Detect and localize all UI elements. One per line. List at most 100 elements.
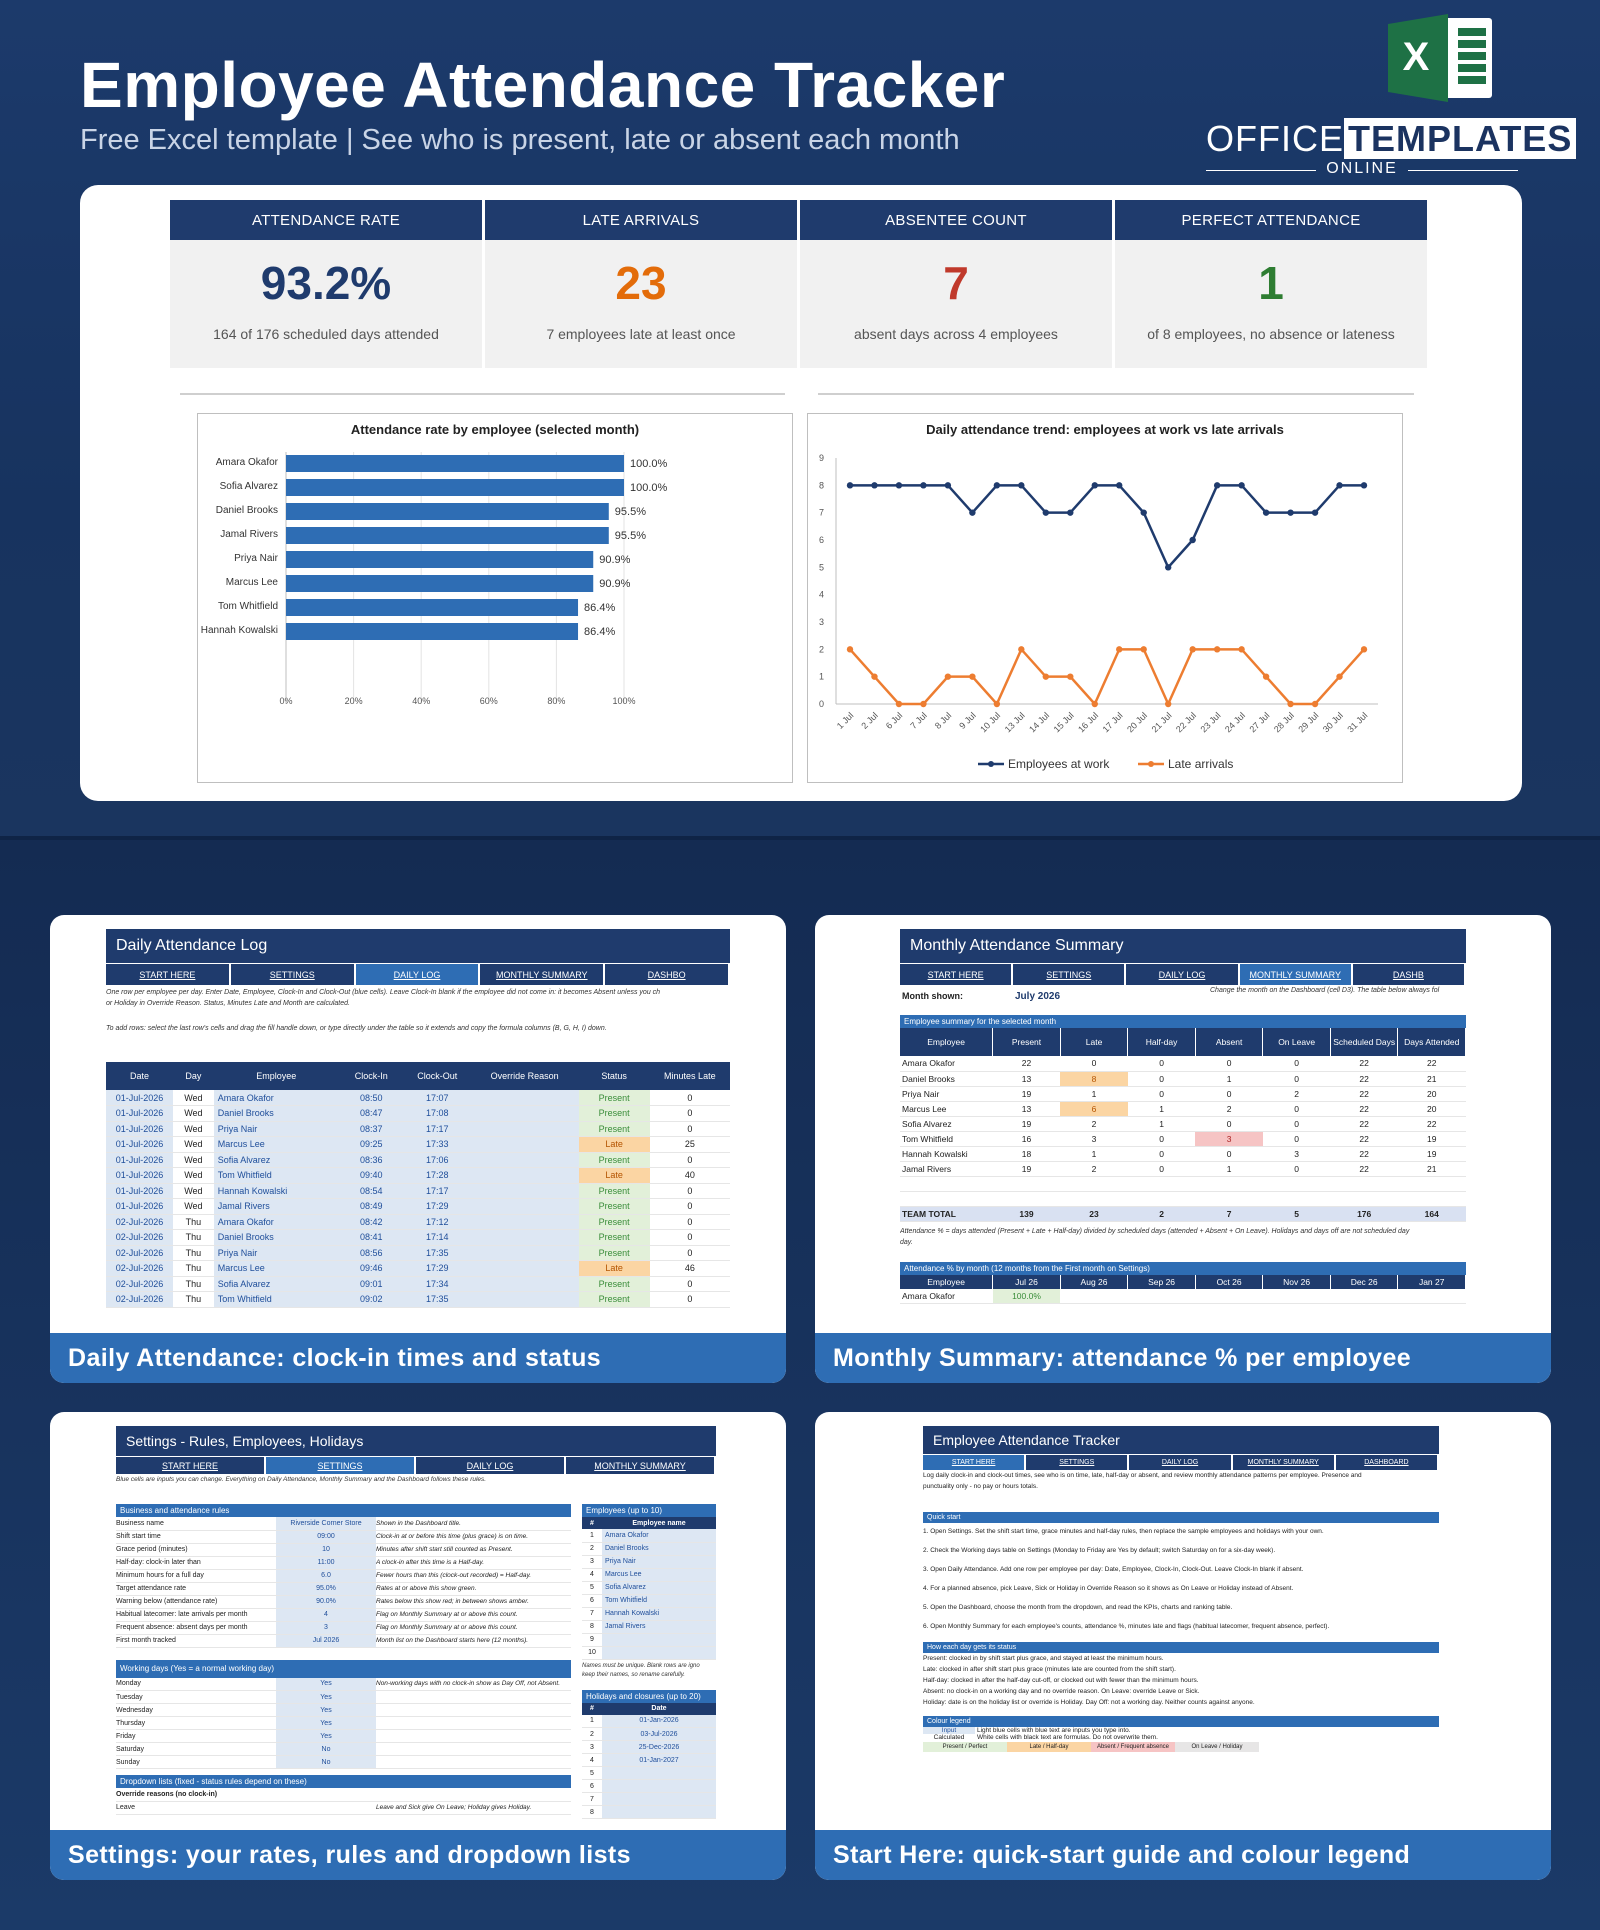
clock-in-cell[interactable]: 09:46 <box>338 1260 404 1277</box>
tab-dashboard[interactable]: DASHBOARD <box>1336 1455 1440 1470</box>
col-header[interactable]: Minutes Late <box>649 1062 730 1090</box>
rule-input[interactable]: 90.0% <box>276 1595 376 1609</box>
clock-out-cell[interactable]: 17:08 <box>403 1105 471 1122</box>
clock-in-cell[interactable]: 08:56 <box>338 1245 404 1261</box>
employee-cell[interactable]: Marcus Lee <box>213 1260 339 1277</box>
employee-name-input[interactable]: Amara Okafor <box>602 1529 716 1543</box>
clock-out-cell[interactable]: 17:17 <box>403 1183 471 1199</box>
clock-in-cell[interactable]: 08:41 <box>338 1229 404 1246</box>
clock-out-cell[interactable]: 17:29 <box>403 1198 471 1215</box>
date-cell[interactable]: 02-Jul-2026 <box>106 1276 174 1292</box>
clock-out-cell[interactable]: 17:06 <box>403 1152 471 1168</box>
tab-daily-log[interactable]: DAILY LOG <box>1129 1455 1233 1470</box>
col-header[interactable]: Day <box>173 1062 214 1090</box>
rule-input[interactable]: 09:00 <box>276 1530 376 1544</box>
clock-in-cell[interactable]: 08:54 <box>338 1183 404 1199</box>
override-cell[interactable] <box>470 1214 579 1230</box>
tab-dashboard[interactable]: DASHBO <box>605 964 730 985</box>
override-cell[interactable] <box>470 1198 579 1215</box>
tab-dashboard[interactable]: DASHB <box>1353 964 1467 985</box>
holiday-date-input[interactable]: 01-Jan-2027 <box>602 1753 716 1767</box>
working-day-input[interactable]: Yes <box>276 1729 376 1743</box>
tab-settings[interactable]: SETTINGS <box>231 964 356 985</box>
tab-settings[interactable]: SETTINGS <box>1013 964 1127 985</box>
override-cell[interactable] <box>470 1090 579 1106</box>
holiday-date-input[interactable] <box>602 1805 716 1819</box>
rule-input[interactable]: 6.0 <box>276 1569 376 1583</box>
clock-out-cell[interactable]: 17:28 <box>403 1167 471 1184</box>
clock-in-cell[interactable]: 08:36 <box>338 1152 404 1168</box>
col-header[interactable]: Override Reason <box>470 1062 579 1090</box>
employee-cell[interactable]: Hannah Kowalski <box>213 1183 339 1199</box>
clock-in-cell[interactable]: 09:02 <box>338 1291 404 1308</box>
clock-out-cell[interactable]: 17:07 <box>403 1090 471 1106</box>
date-cell[interactable]: 02-Jul-2026 <box>106 1214 174 1230</box>
tab-monthly-summary[interactable]: MONTHLY SUMMARY <box>1233 1455 1336 1470</box>
holiday-date-input[interactable] <box>602 1766 716 1780</box>
clock-out-cell[interactable]: 17:12 <box>403 1214 471 1230</box>
override-cell[interactable] <box>470 1229 579 1246</box>
clock-in-cell[interactable]: 08:37 <box>338 1121 404 1137</box>
employee-cell[interactable]: Daniel Brooks <box>213 1229 339 1246</box>
employee-name-input[interactable]: Hannah Kowalski <box>602 1607 716 1621</box>
override-cell[interactable] <box>470 1183 579 1199</box>
date-cell[interactable]: 02-Jul-2026 <box>106 1260 174 1277</box>
col-header[interactable]: Clock-Out <box>403 1062 471 1090</box>
clock-out-cell[interactable]: 17:33 <box>403 1136 471 1153</box>
rule-input[interactable]: 4 <box>276 1608 376 1622</box>
clock-in-cell[interactable]: 08:42 <box>338 1214 404 1230</box>
rule-input[interactable]: 3 <box>276 1621 376 1635</box>
col-header[interactable]: Employee <box>213 1062 339 1090</box>
employee-cell[interactable]: Tom Whitfield <box>213 1291 339 1308</box>
override-cell[interactable] <box>470 1291 579 1308</box>
override-cell[interactable] <box>470 1152 579 1168</box>
month-value[interactable]: July 2026 <box>1015 991 1061 1002</box>
working-day-input[interactable]: Yes <box>276 1690 376 1704</box>
date-cell[interactable]: 02-Jul-2026 <box>106 1245 174 1261</box>
rule-input[interactable]: 95.0% <box>276 1582 376 1596</box>
employee-name-input[interactable]: Daniel Brooks <box>602 1542 716 1556</box>
clock-out-cell[interactable]: 17:34 <box>403 1276 471 1292</box>
date-cell[interactable]: 01-Jul-2026 <box>106 1183 174 1199</box>
clock-out-cell[interactable]: 17:35 <box>403 1291 471 1308</box>
tab-monthly-summary[interactable]: MONTHLY SUMMARY <box>566 1457 716 1474</box>
rule-input[interactable]: Riverside Corner Store <box>276 1517 376 1531</box>
employee-name-input[interactable] <box>602 1646 716 1660</box>
employee-cell[interactable]: Sofia Alvarez <box>213 1152 339 1168</box>
clock-in-cell[interactable]: 08:50 <box>338 1090 404 1106</box>
clock-in-cell[interactable]: 09:25 <box>338 1136 404 1153</box>
clock-out-cell[interactable]: 17:35 <box>403 1245 471 1261</box>
holiday-date-input[interactable]: 03-Jul-2026 <box>602 1727 716 1741</box>
holiday-date-input[interactable] <box>602 1779 716 1793</box>
holiday-date-input[interactable]: 25-Dec-2026 <box>602 1740 716 1754</box>
employee-name-input[interactable]: Sofia Alvarez <box>602 1581 716 1595</box>
date-cell[interactable]: 01-Jul-2026 <box>106 1136 174 1153</box>
col-header[interactable]: Date <box>106 1062 174 1090</box>
tab-settings[interactable]: SETTINGS <box>266 1457 416 1474</box>
date-cell[interactable]: 01-Jul-2026 <box>106 1121 174 1137</box>
col-header[interactable]: Clock-In <box>338 1062 404 1090</box>
clock-in-cell[interactable]: 08:47 <box>338 1105 404 1122</box>
tab-start-here[interactable]: START HERE <box>900 964 1014 985</box>
override-cell[interactable] <box>470 1245 579 1261</box>
tab-daily-log[interactable]: DAILY LOG <box>416 1457 566 1474</box>
rule-input[interactable]: Jul 2026 <box>276 1634 376 1648</box>
date-cell[interactable]: 01-Jul-2026 <box>106 1090 174 1106</box>
date-cell[interactable]: 01-Jul-2026 <box>106 1105 174 1122</box>
rule-input[interactable]: 11:00 <box>276 1556 376 1570</box>
override-cell[interactable] <box>470 1105 579 1122</box>
date-cell[interactable]: 01-Jul-2026 <box>106 1198 174 1215</box>
clock-out-cell[interactable]: 17:17 <box>403 1121 471 1137</box>
date-cell[interactable]: 02-Jul-2026 <box>106 1291 174 1308</box>
employee-cell[interactable]: Priya Nair <box>213 1245 339 1261</box>
override-cell[interactable] <box>470 1121 579 1137</box>
holiday-date-input[interactable] <box>602 1792 716 1806</box>
tab-daily-log[interactable]: DAILY LOG <box>355 964 481 985</box>
date-cell[interactable]: 01-Jul-2026 <box>106 1167 174 1184</box>
employee-cell[interactable]: Amara Okafor <box>213 1214 339 1230</box>
tab-start-here[interactable]: START HERE <box>116 1457 266 1474</box>
tab-start-here[interactable]: START HERE <box>923 1455 1027 1470</box>
employee-name-input[interactable]: Tom Whitfield <box>602 1594 716 1608</box>
rule-input[interactable]: 10 <box>276 1543 376 1557</box>
override-cell[interactable] <box>470 1167 579 1184</box>
